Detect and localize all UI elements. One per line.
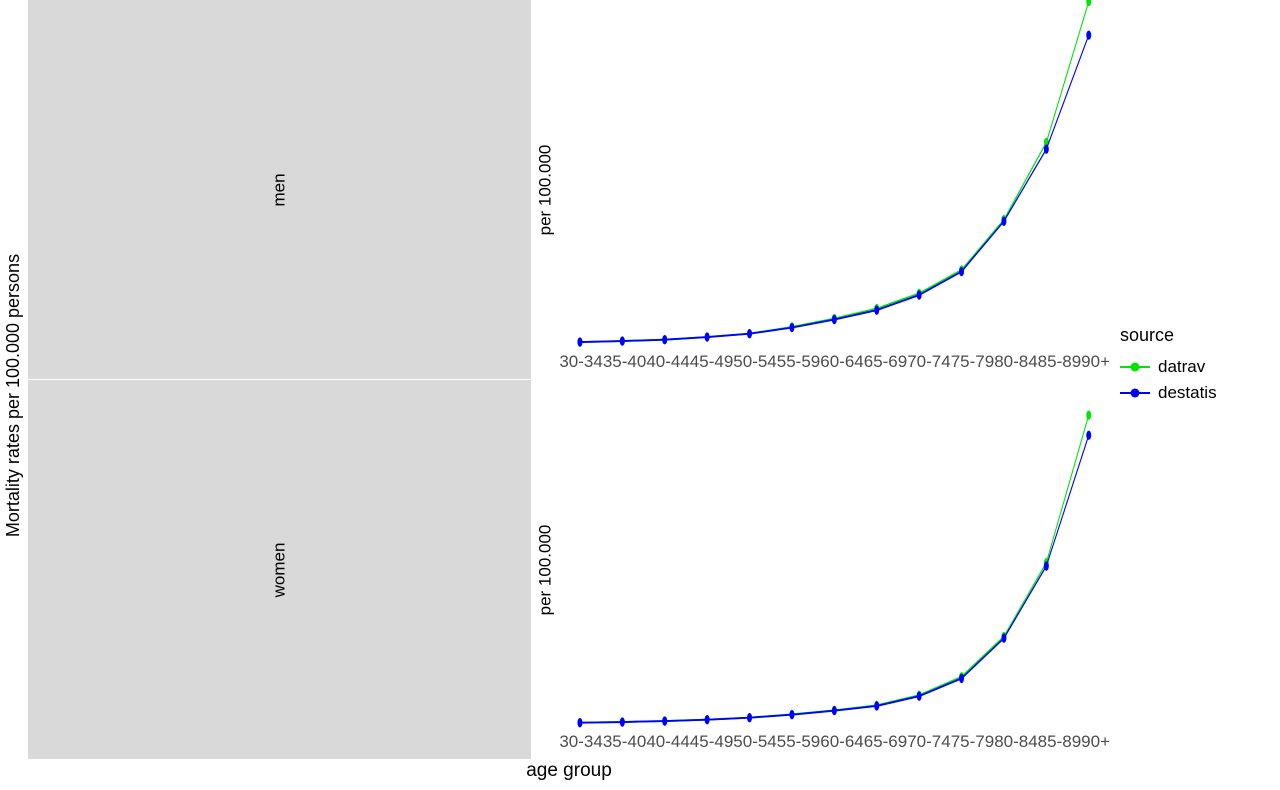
series-point-destatis [832, 315, 837, 324]
x-tick: 55-59 [777, 352, 820, 380]
series-point-destatis [875, 701, 880, 710]
x-tick: 35-40 [603, 732, 646, 760]
x-tick: 30-34 [559, 732, 602, 760]
facet-strip-women-label: women [270, 542, 290, 597]
y-axis-outer-label-text: Mortality rates per 100.000 persons [4, 253, 25, 536]
series-point-destatis [959, 674, 964, 683]
x-axis-ticks-women: 30-3435-4040-4445-4950-5455-5960-6465-69… [559, 732, 1110, 760]
series-point-destatis [917, 290, 922, 299]
x-tick: 45-49 [690, 732, 733, 760]
legend-label-datrav: datrav [1158, 357, 1205, 377]
legend-items: datrav destatis [1120, 352, 1280, 408]
x-axis-label-text: age group [526, 760, 612, 782]
charts-column: men per 100.000 30-3435-4040-4445-4950-5… [28, 0, 1110, 790]
x-tick: 70-74 [907, 732, 950, 760]
panel-women: women per 100.000 30-3435-4040-4445-4950… [28, 380, 1110, 760]
x-tick: 50-54 [733, 352, 776, 380]
legend-key-destatis [1120, 382, 1150, 404]
series-point-destatis [1044, 145, 1049, 154]
series-point-destatis [1087, 431, 1092, 440]
facet-strip-men-label: men [270, 173, 290, 206]
series-point-destatis [790, 710, 795, 719]
x-tick: 75-79 [951, 732, 994, 760]
panel-y-label-men: per 100.000 [531, 0, 559, 380]
legend-key-datrav [1120, 356, 1150, 378]
x-tick: 70-74 [907, 352, 950, 380]
panel-men: men per 100.000 30-3435-4040-4445-4950-5… [28, 0, 1110, 380]
x-tick: 85-89 [1038, 732, 1081, 760]
series-point-destatis [1002, 217, 1007, 226]
plot-svg-men [559, 0, 1110, 352]
series-point-destatis [578, 337, 583, 346]
series-point-destatis [663, 716, 668, 725]
series-point-destatis [747, 329, 752, 338]
y-axis-outer-label: Mortality rates per 100.000 persons [0, 0, 28, 790]
x-tick: 90+ [1081, 732, 1110, 760]
series-point-destatis [705, 715, 710, 724]
legend: source datrav destatis [1110, 0, 1280, 790]
series-point-destatis [959, 267, 964, 276]
x-tick: 80-84 [994, 732, 1037, 760]
plot-cell-men: 30-3435-4040-4445-4950-5455-5960-6465-69… [559, 0, 1110, 380]
plot-area-men [559, 0, 1110, 352]
x-tick: 40-44 [646, 732, 689, 760]
series-point-destatis [663, 335, 668, 344]
series-point-destatis [832, 706, 837, 715]
x-tick: 50-54 [733, 732, 776, 760]
legend-item-destatis: destatis [1120, 382, 1280, 404]
x-axis-ticks-men: 30-3435-4040-4445-4950-5455-5960-6465-69… [559, 352, 1110, 380]
x-axis-label: age group [28, 760, 1110, 790]
chart-container: Mortality rates per 100.000 persons men … [0, 0, 1280, 790]
series-point-destatis [875, 306, 880, 315]
series-point-destatis [578, 718, 583, 727]
x-tick: 45-49 [690, 352, 733, 380]
x-tick: 40-44 [646, 352, 689, 380]
panel-y-label-women: per 100.000 [531, 380, 559, 760]
series-point-destatis [1044, 561, 1049, 570]
x-tick: 75-79 [951, 352, 994, 380]
x-tick: 35-40 [603, 352, 646, 380]
series-point-destatis [917, 692, 922, 701]
plot-area-women [559, 380, 1110, 732]
legend-title: source [1120, 325, 1280, 346]
panel-y-label-men-text: per 100.000 [535, 145, 555, 236]
series-point-datrav [1087, 410, 1092, 419]
series-line-datrav [580, 2, 1089, 342]
x-tick: 65-69 [864, 352, 907, 380]
series-point-destatis [1087, 30, 1092, 39]
x-tick: 60-64 [820, 352, 863, 380]
series-point-destatis [620, 717, 625, 726]
x-tick: 65-69 [864, 732, 907, 760]
facet-strip-men: men [28, 0, 531, 379]
series-point-destatis [747, 713, 752, 722]
x-tick: 80-84 [994, 352, 1037, 380]
plot-cell-women: 30-3435-4040-4445-4950-5455-5960-6465-69… [559, 380, 1110, 760]
series-line-destatis [580, 435, 1089, 722]
series-line-destatis [580, 35, 1089, 342]
plot-svg-women [559, 380, 1110, 732]
facet-strip-women: women [28, 380, 531, 759]
legend-item-datrav: datrav [1120, 356, 1280, 378]
series-line-datrav [580, 415, 1089, 723]
series-point-destatis [790, 323, 795, 332]
panel-y-label-women-text: per 100.000 [535, 525, 555, 616]
series-point-datrav [1087, 0, 1092, 6]
x-tick: 30-34 [559, 352, 602, 380]
x-tick: 55-59 [777, 732, 820, 760]
series-point-destatis [620, 336, 625, 345]
x-tick: 90+ [1081, 352, 1110, 380]
x-tick: 60-64 [820, 732, 863, 760]
legend-label-destatis: destatis [1158, 383, 1217, 403]
series-point-destatis [705, 332, 710, 341]
x-tick: 85-89 [1038, 352, 1081, 380]
series-point-destatis [1002, 634, 1007, 643]
